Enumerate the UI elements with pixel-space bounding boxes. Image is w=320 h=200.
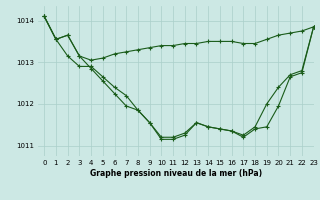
X-axis label: Graphe pression niveau de la mer (hPa): Graphe pression niveau de la mer (hPa) xyxy=(90,169,262,178)
